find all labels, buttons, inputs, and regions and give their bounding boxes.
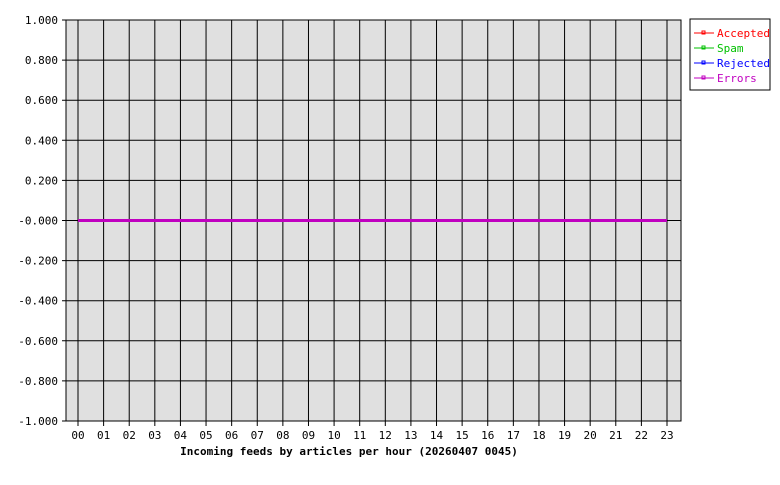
y-tick-label: -1.000 xyxy=(18,415,58,428)
legend-marker xyxy=(701,60,706,65)
x-tick-label: 18 xyxy=(532,429,545,442)
x-tick-label: 05 xyxy=(199,429,212,442)
x-axis-label: Incoming feeds by articles per hour (202… xyxy=(180,445,518,458)
legend: Accepted Spam Rejected Errors xyxy=(689,18,771,91)
x-tick-label: 16 xyxy=(481,429,494,442)
y-tick-label: 0.600 xyxy=(25,94,58,107)
legend-label: Accepted xyxy=(717,27,770,40)
y-tick-label: -0.800 xyxy=(18,375,58,388)
y-tick-label: 1.000 xyxy=(25,14,58,27)
y-tick-label: -0.600 xyxy=(18,335,58,348)
x-tick-label: 00 xyxy=(71,429,84,442)
x-tick-label: 08 xyxy=(276,429,289,442)
x-tick-label: 15 xyxy=(456,429,469,442)
x-tick-label: 11 xyxy=(353,429,366,442)
y-tick-label: 0.400 xyxy=(25,134,58,147)
x-tick-label: 23 xyxy=(660,429,673,442)
x-tick-label: 19 xyxy=(558,429,571,442)
x-tick-label: 03 xyxy=(148,429,161,442)
x-tick-label: 17 xyxy=(507,429,520,442)
legend-marker xyxy=(701,75,706,80)
x-tick-label: 14 xyxy=(430,429,444,442)
legend-marker xyxy=(701,30,706,35)
x-tick-label: 20 xyxy=(584,429,597,442)
x-tick-label: 01 xyxy=(97,429,110,442)
x-tick-label: 04 xyxy=(174,429,188,442)
x-tick-label: 09 xyxy=(302,429,315,442)
x-tick-label: 02 xyxy=(123,429,136,442)
x-tick-label: 12 xyxy=(379,429,392,442)
x-tick-label: 10 xyxy=(327,429,340,442)
plot-area: 1.000 0.800 0.600 0.400 0.200 -0.000 -0.200 -0.… xyxy=(18,14,682,442)
y-tick-label: 0.200 xyxy=(25,174,58,187)
y-tick-label: 0.800 xyxy=(25,54,58,67)
x-tick-label: 13 xyxy=(404,429,417,442)
y-tick-label: -0.200 xyxy=(18,255,58,268)
legend-marker xyxy=(701,45,706,50)
x-tick-label: 07 xyxy=(251,429,264,442)
x-tick-label: 06 xyxy=(225,429,238,442)
y-tick-label: -0.400 xyxy=(18,295,58,308)
legend-label: Spam xyxy=(717,42,744,55)
x-tick-label: 22 xyxy=(635,429,648,442)
y-tick-label: -0.000 xyxy=(18,215,58,228)
x-tick-label: 21 xyxy=(609,429,622,442)
legend-label: Errors xyxy=(717,72,757,85)
legend-label: Rejected xyxy=(717,57,770,70)
